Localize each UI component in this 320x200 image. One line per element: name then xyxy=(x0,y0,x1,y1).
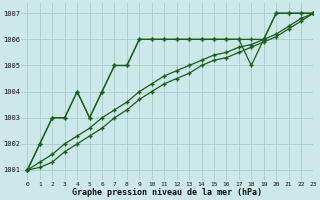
X-axis label: Graphe pression niveau de la mer (hPa): Graphe pression niveau de la mer (hPa) xyxy=(72,188,262,197)
